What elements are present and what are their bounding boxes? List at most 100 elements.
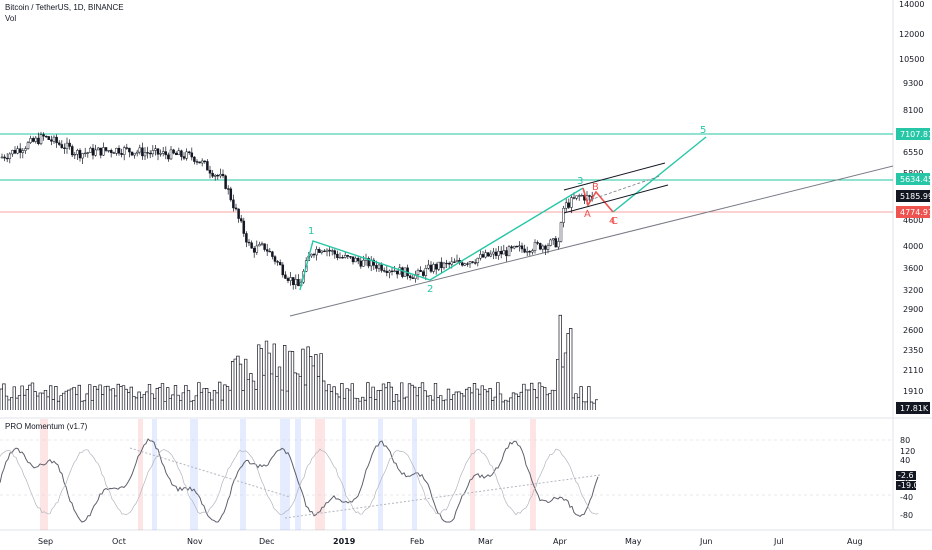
candle-body [216, 174, 220, 177]
volume-legend[interactable]: Vol [5, 14, 17, 23]
candle-body [408, 275, 412, 278]
candle-body [395, 270, 399, 275]
channel-lower[interactable] [563, 184, 669, 214]
indicator-title[interactable]: PRO Momentum (v1.7) [5, 422, 88, 431]
momentum-signal-line [0, 448, 599, 516]
candle-body [494, 251, 498, 256]
candle-body [268, 250, 272, 253]
candle-body [580, 194, 584, 197]
wave-label-b: B [592, 182, 599, 193]
candle-body [219, 173, 222, 177]
candle-body [151, 150, 155, 155]
svg-text:5185.99: 5185.99 [900, 192, 932, 201]
channel-upper[interactable] [563, 162, 666, 191]
price-tick: 3600 [903, 264, 923, 273]
candle-body [471, 261, 474, 263]
candle-body [385, 270, 389, 273]
candle-body [234, 207, 238, 210]
candle-body [276, 261, 279, 263]
price-tick: 10500 [899, 55, 924, 64]
volume-histogram [0, 314, 598, 410]
candle-body [356, 257, 360, 262]
time-label: Aug [847, 537, 863, 546]
candle-body [419, 269, 422, 272]
momentum-tick: 80 [900, 436, 910, 445]
candle-body [372, 259, 376, 266]
candle-body [229, 188, 233, 201]
candle-body [432, 264, 435, 272]
overbought-band [138, 419, 143, 530]
candle-body [572, 197, 576, 199]
momentum-tick: 120 [900, 447, 915, 456]
candle-body [445, 262, 448, 265]
candle-body [133, 152, 136, 156]
price-tag-4774: 4774.97 [896, 206, 932, 218]
momentum-highlight-bands [40, 419, 536, 530]
price-tick: 2350 [903, 346, 923, 355]
time-label: Nov [187, 537, 203, 546]
candle-body [185, 151, 188, 159]
candle-body [489, 253, 493, 257]
oversold-band [378, 419, 383, 530]
candle-body [349, 256, 352, 258]
candle-body [226, 188, 230, 190]
candle-body [24, 148, 27, 151]
candle-body [195, 161, 199, 163]
price-tick: 1910 [903, 387, 923, 396]
candle-body [242, 220, 246, 234]
time-axis[interactable]: Sep Oct Nov Dec 2019 Feb Mar Apr May Jun… [38, 537, 863, 546]
svg-text:5634.45: 5634.45 [900, 175, 932, 184]
candle-body [273, 256, 277, 262]
elliott-wave-path[interactable] [299, 187, 584, 291]
candle-body [484, 252, 487, 258]
candle-body [377, 264, 381, 269]
candle-body [486, 252, 490, 257]
candle-body [338, 257, 342, 259]
candle-body [382, 270, 386, 272]
candle-body [567, 202, 571, 208]
momentum-value-tags: -2.6 -19.0 [896, 471, 919, 490]
price-tick: 2110 [903, 366, 923, 375]
candle-body [523, 248, 526, 253]
candle-body [60, 144, 64, 149]
candle-body [206, 161, 209, 171]
candle-body [159, 153, 162, 155]
candle-body [312, 253, 316, 256]
price-tag-7107: 7107.81 [896, 128, 932, 140]
candle-body [479, 254, 482, 259]
momentum-divergence-up [284, 474, 601, 519]
candle-body [411, 277, 415, 279]
oversold-band [240, 419, 246, 530]
candle-body [247, 241, 251, 244]
price-tick: 12000 [899, 30, 924, 39]
candle-body [221, 173, 225, 177]
wave-5-projection[interactable] [612, 136, 707, 213]
svg-text:4774.97: 4774.97 [900, 208, 932, 217]
candle-body [531, 250, 534, 253]
candle-body [515, 245, 519, 248]
wave-label-1: 1 [308, 226, 314, 237]
candle-body [512, 245, 516, 249]
candle-body [63, 147, 66, 149]
candle-body [208, 169, 212, 174]
candle-body [510, 246, 513, 249]
candle-body [278, 262, 282, 266]
price-tick: 4600 [903, 216, 923, 225]
wave-label-5: 5 [700, 125, 706, 136]
time-label: Mar [478, 537, 494, 546]
candle-body [115, 147, 118, 154]
candle-body [551, 238, 555, 241]
overbought-band [40, 419, 48, 530]
candle-body [434, 264, 438, 270]
momentum-main-line [0, 438, 599, 523]
candle-body [343, 255, 347, 258]
candle-body [421, 271, 425, 276]
time-label: Jul [773, 537, 784, 546]
wave-label-3: 3 [577, 176, 583, 187]
candle-body [161, 151, 165, 154]
momentum-tick: 40 [900, 456, 910, 465]
support-trendline[interactable] [289, 165, 894, 317]
symbol-title[interactable]: Bitcoin / TetherUS, 1D, BINANCE [5, 3, 124, 12]
candle-body [320, 250, 324, 253]
candle-body [203, 160, 207, 163]
